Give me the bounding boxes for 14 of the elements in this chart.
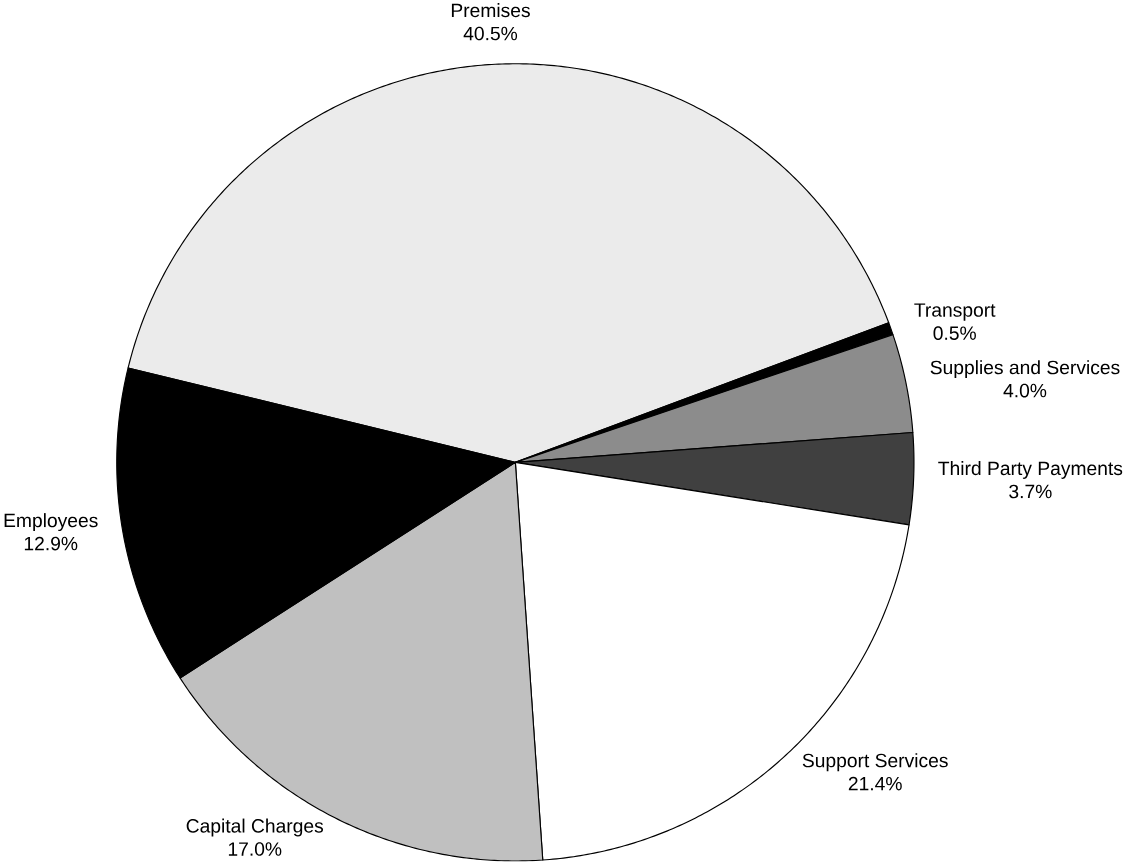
slice-label: Support Services bbox=[802, 753, 948, 772]
data-label: 4.0% bbox=[1003, 383, 1047, 398]
slice-label: Transport bbox=[914, 303, 996, 321]
slice-label: Employees bbox=[4, 513, 98, 532]
slice-label: Capital Charges bbox=[186, 818, 324, 837]
slice-label: Supplies and Services bbox=[930, 360, 1120, 379]
data-label: 17.0% bbox=[228, 842, 282, 857]
slice-label: Premises bbox=[451, 3, 530, 18]
data-label: 3.7% bbox=[1009, 484, 1052, 499]
slice-label: Third Party Payments bbox=[938, 461, 1123, 480]
data-label: 21.4% bbox=[848, 777, 902, 791]
data-label: 0.5% bbox=[933, 326, 976, 341]
data-label: 40.5% bbox=[463, 26, 518, 41]
data-label: 12.9% bbox=[24, 536, 78, 551]
